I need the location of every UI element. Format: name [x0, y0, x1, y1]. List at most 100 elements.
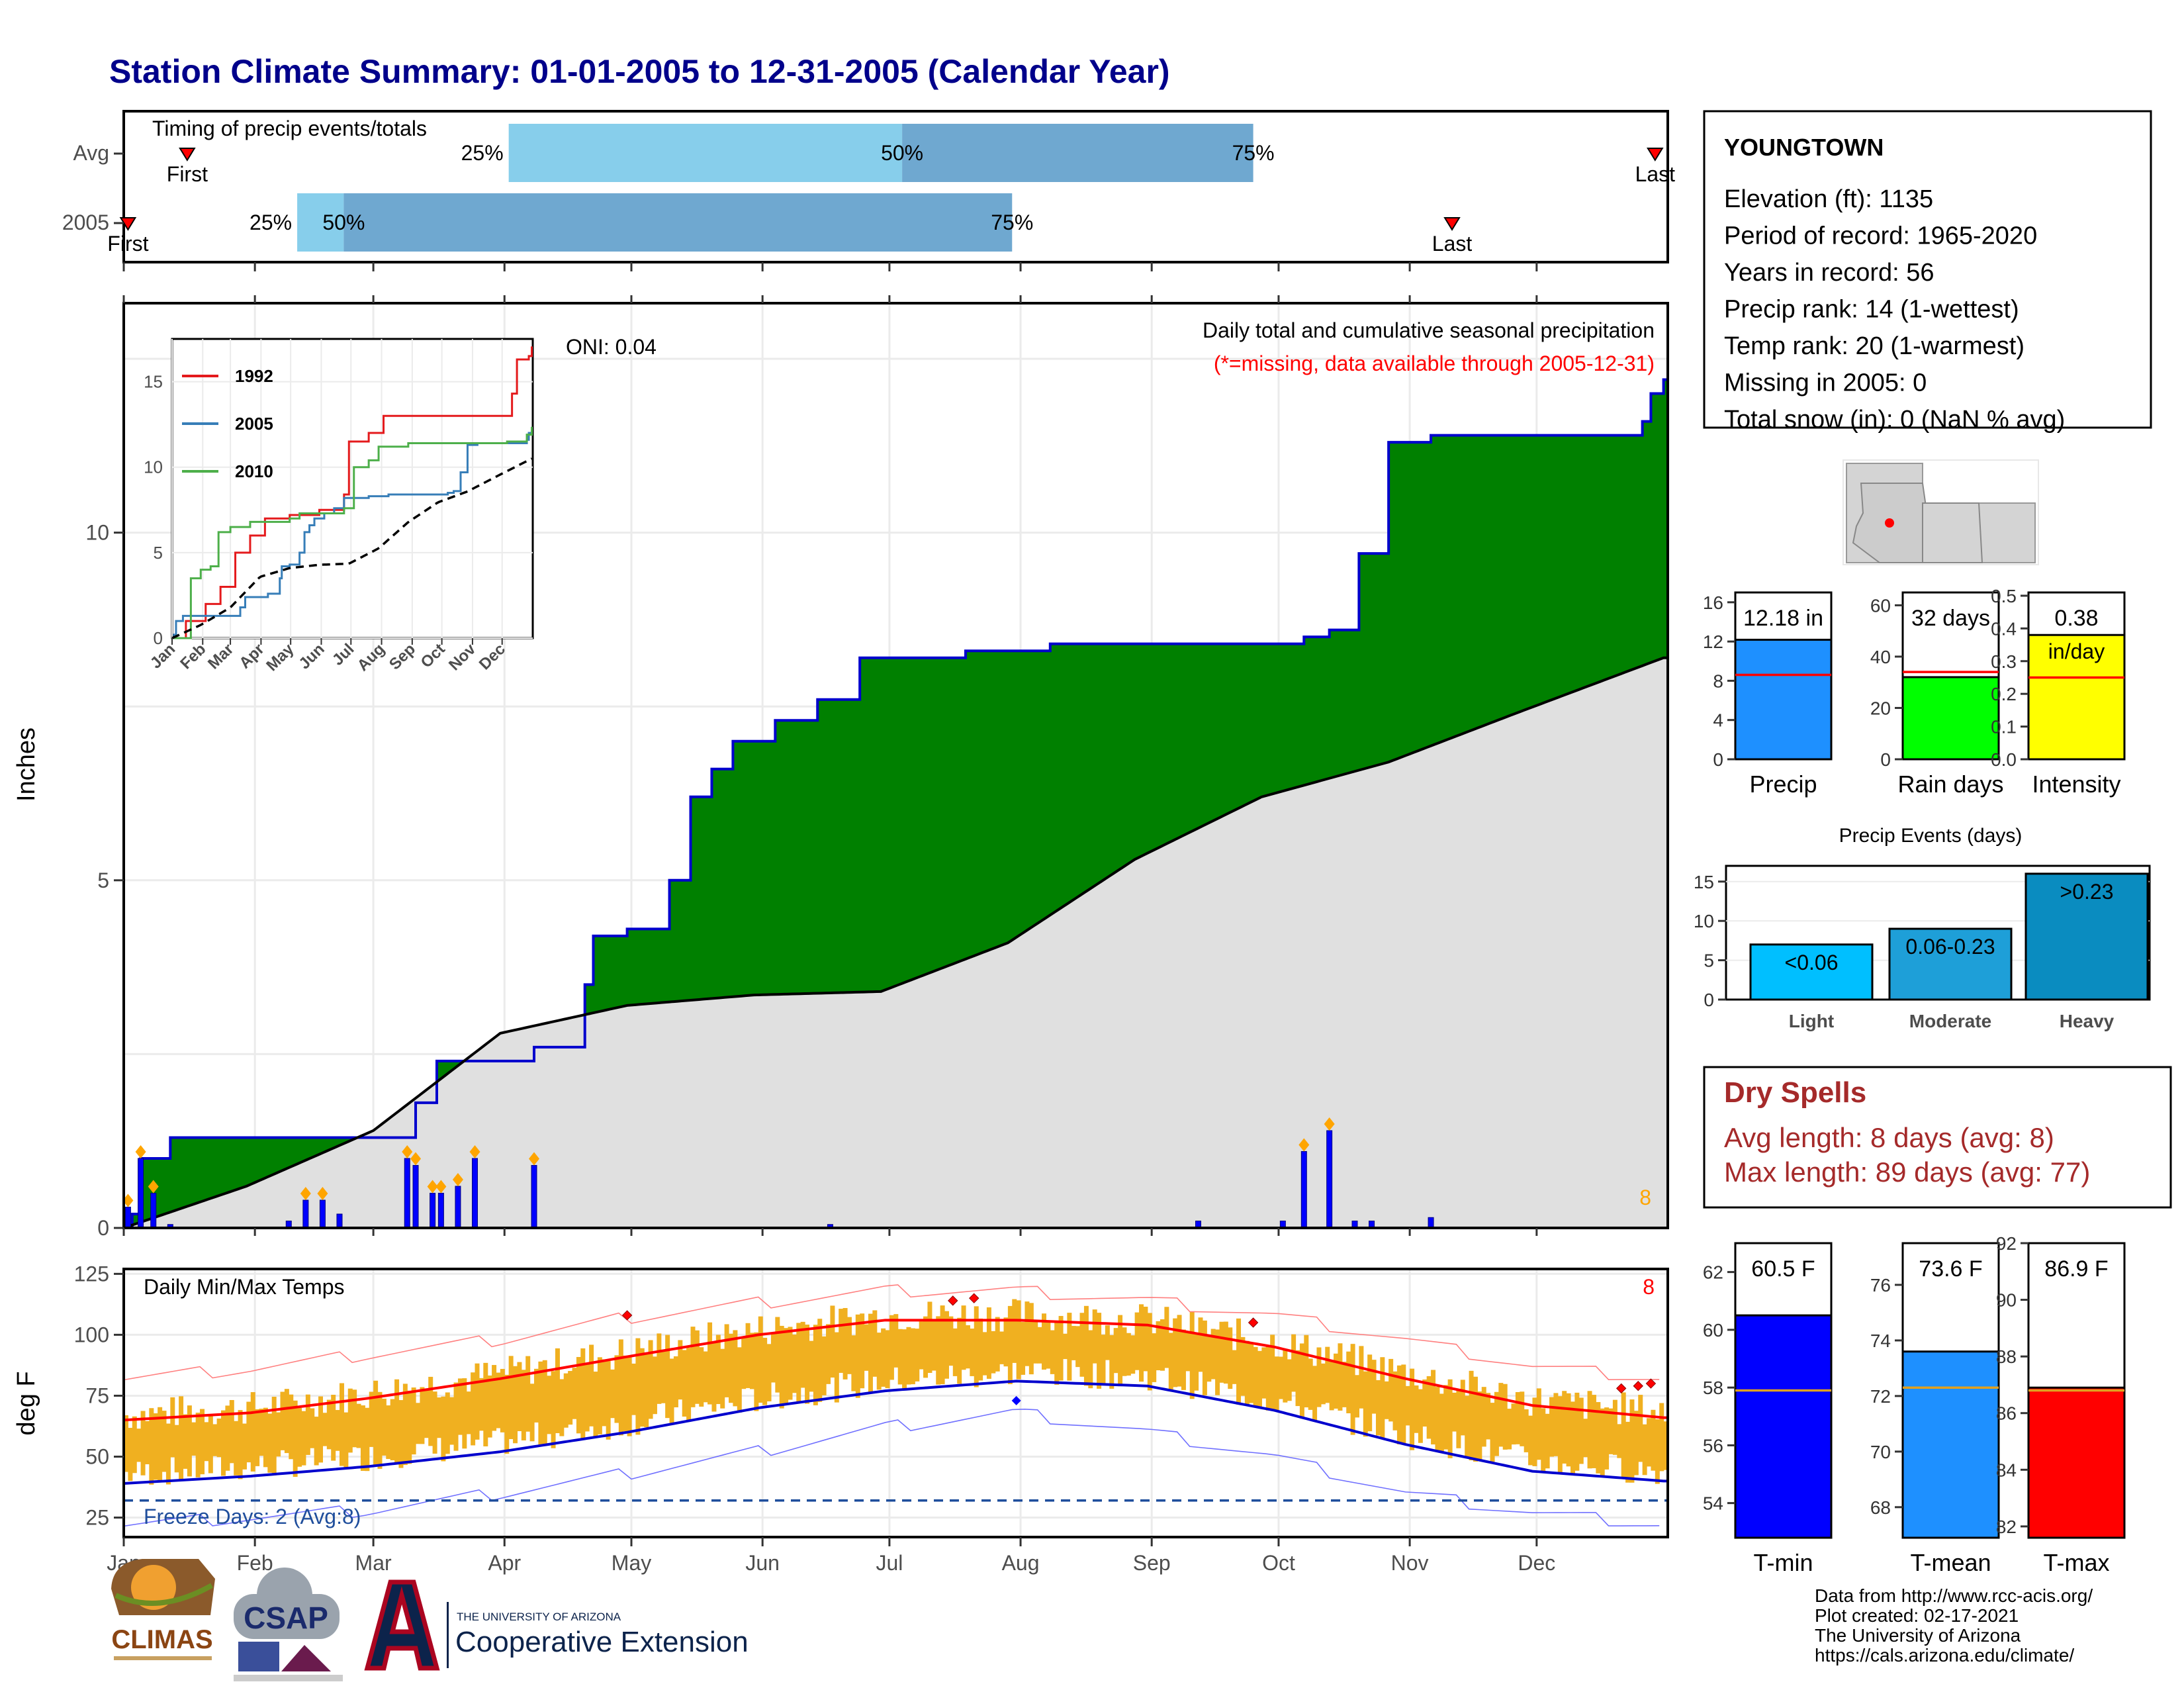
summary-rain-days-value-label: 32 days: [1911, 606, 1990, 631]
summary-rain-days-y-tick-label: 20: [1870, 698, 1891, 718]
csap-logo: CSAP: [234, 1568, 343, 1681]
daily-temp-range-bar: [1215, 1329, 1220, 1395]
daily-temp-range-bar: [897, 1329, 903, 1385]
daily-temp-range-bar: [1549, 1397, 1555, 1457]
daily-temp-range-bar: [1316, 1347, 1322, 1407]
station-location-marker: [1885, 518, 1894, 528]
daily-temp-range-bar: [153, 1413, 158, 1480]
daily-temp-range-bar: [1355, 1375, 1359, 1418]
daily-temp-range-bar: [860, 1313, 865, 1389]
timing-q50-label: 50%: [322, 211, 365, 234]
summary-rain-days-y-tick-label: 0: [1880, 749, 1891, 770]
daily-temp-range-bar: [1156, 1321, 1161, 1371]
events-bar-light: [1749, 943, 1874, 1001]
events-category-label: Light: [1789, 1011, 1834, 1031]
daily-temp-range-bar: [1596, 1402, 1601, 1474]
daily-temp-range-bar: [453, 1382, 459, 1451]
daily-temp-range-bar: [678, 1340, 683, 1400]
inset-y-tick-label: 0: [154, 628, 163, 648]
timing-q50-label: 50%: [881, 141, 923, 165]
temp-count-label: 8: [1643, 1275, 1655, 1299]
daily-temp-range-bar: [1177, 1315, 1182, 1387]
daily-temp-range-bar: [1062, 1333, 1068, 1360]
daily-temp-range-bar: [1502, 1383, 1508, 1450]
station-info-line: Precip rank: 14 (1-wettest): [1724, 296, 2019, 324]
daily-temp-range-bar: [1477, 1391, 1482, 1462]
daily-temp-range-bar: [517, 1362, 522, 1432]
daily-temp-range-bar: [1507, 1409, 1512, 1450]
daily-temp-range-bar: [957, 1317, 962, 1384]
daily-precip-rank-marker: [317, 1186, 328, 1200]
daily-temp-range-bar: [128, 1427, 133, 1481]
summary-intensity-y-tick-label: 0.4: [1991, 618, 2017, 639]
timing-first-marker-icon: [179, 148, 196, 162]
temp-ylabel: deg F: [13, 1371, 40, 1435]
csap-cloud-puff-icon: [257, 1568, 312, 1623]
temp-bar-t-mean-y-tick-label: 74: [1870, 1331, 1891, 1351]
temp-bar-t-mean-label: T-mean: [1910, 1549, 1991, 1576]
summary-intensity-value-unit: in/day: [2048, 639, 2105, 663]
temp-y-tick-label: 25: [85, 1506, 109, 1530]
month-label: Apr: [488, 1551, 521, 1575]
daily-precip-bar: [124, 1206, 131, 1229]
daily-temp-range-bar: [1418, 1389, 1423, 1443]
daily-temp-range-bar: [652, 1356, 657, 1415]
daily-temp-range-bar: [1304, 1335, 1309, 1408]
daily-temp-range-bar: [1532, 1397, 1537, 1466]
daily-temp-range-bar: [872, 1310, 878, 1377]
daily-temp-range-bar: [902, 1329, 907, 1391]
daily-temp-range-bar: [242, 1423, 247, 1470]
daily-temp-range-bar: [673, 1356, 678, 1407]
daily-temp-range-bar: [183, 1414, 188, 1469]
daily-temp-range-bar: [1629, 1399, 1635, 1483]
daily-temp-range-bar: [1663, 1421, 1668, 1470]
daily-temp-range-bar: [1465, 1395, 1470, 1458]
daily-temp-range-bar: [352, 1389, 357, 1448]
daily-temp-range-bar: [441, 1396, 446, 1462]
daily-temp-range-bar: [762, 1337, 768, 1405]
record-high-marker: [621, 1310, 633, 1321]
daily-temp-range-bar: [1185, 1333, 1191, 1372]
events-y-tick-label: 5: [1704, 951, 1714, 971]
daily-temp-range-bar: [204, 1422, 209, 1462]
daily-temp-range-bar: [1160, 1319, 1165, 1371]
daily-temp-range-bar: [1088, 1330, 1093, 1389]
daily-temp-range-bar: [1367, 1354, 1373, 1432]
daily-temp-range-bar: [733, 1330, 738, 1407]
daily-temp-range-bar: [1388, 1358, 1394, 1422]
timing-title: Timing of precip events/totals: [152, 117, 427, 140]
daily-temp-range-bar: [1173, 1318, 1178, 1387]
temp-bar-t-min-value-label: 60.5 F: [1751, 1256, 1815, 1282]
daily-temp-range-bar: [1655, 1419, 1660, 1484]
summary-intensity-value-label: 0.38: [2054, 606, 2098, 631]
map-new-mexico: [1922, 502, 1983, 563]
timing-last-marker-icon: [1443, 217, 1461, 231]
daily-temp-range-bar: [1375, 1380, 1381, 1436]
daily-temp-range-bar: [1223, 1321, 1228, 1384]
daily-temp-range-bar: [276, 1412, 281, 1457]
daily-temp-range-bar: [1380, 1357, 1385, 1439]
footer-credits: Data from http://www.rcc-acis.org/Plot c…: [1815, 1585, 2093, 1665]
daily-temp-range-bar: [589, 1344, 594, 1427]
station-info-line: Missing in 2005: 0: [1724, 369, 1927, 397]
daily-temp-range-bar: [1270, 1335, 1275, 1409]
daily-temp-range-bar: [1659, 1403, 1664, 1472]
daily-temp-range-bar: [813, 1325, 818, 1405]
daily-temp-range-bar: [416, 1403, 421, 1444]
daily-temp-range-bar: [1604, 1407, 1610, 1470]
ua-block-a-icon: [364, 1579, 440, 1671]
daily-temp-range-bar: [255, 1409, 260, 1466]
daily-temp-range-bar: [322, 1413, 328, 1446]
oni-label: ONI: 0.04: [566, 335, 657, 359]
temp-bar-t-max-value-label: 86.9 F: [2044, 1256, 2108, 1282]
daily-temp-range-bar: [936, 1316, 941, 1385]
daily-temp-range-bar: [271, 1397, 277, 1476]
daily-temp-range-bar: [513, 1366, 518, 1444]
temp-bar-t-max-y-tick-label: 84: [1996, 1460, 2017, 1480]
daily-temp-range-bar: [729, 1333, 734, 1403]
daily-temp-range-bar: [1033, 1319, 1038, 1364]
daily-precip-rank-marker: [469, 1145, 480, 1158]
inset-series-line-2010: [172, 426, 533, 639]
daily-precip-bar: [472, 1158, 478, 1229]
